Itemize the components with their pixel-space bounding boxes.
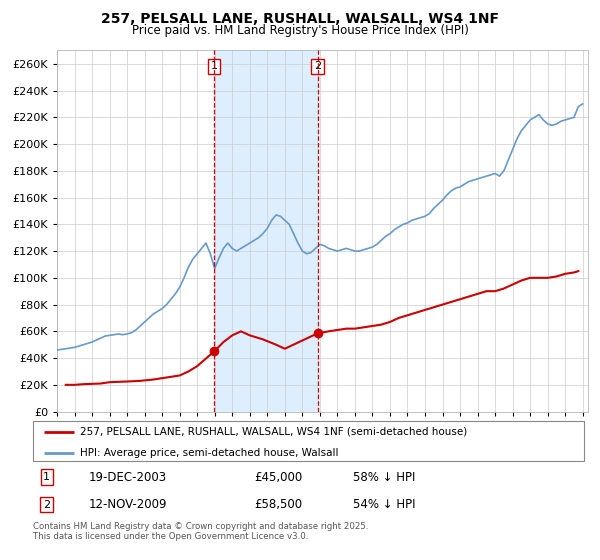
Text: 2: 2	[43, 500, 50, 510]
Text: 257, PELSALL LANE, RUSHALL, WALSALL, WS4 1NF: 257, PELSALL LANE, RUSHALL, WALSALL, WS4…	[101, 12, 499, 26]
Text: £45,000: £45,000	[254, 470, 302, 483]
Text: 1: 1	[43, 472, 50, 482]
Text: 2: 2	[314, 62, 321, 72]
Text: 19-DEC-2003: 19-DEC-2003	[88, 470, 166, 483]
Text: 12-NOV-2009: 12-NOV-2009	[88, 498, 167, 511]
Text: 54% ↓ HPI: 54% ↓ HPI	[353, 498, 416, 511]
Text: 1: 1	[211, 62, 218, 72]
Text: HPI: Average price, semi-detached house, Walsall: HPI: Average price, semi-detached house,…	[80, 448, 338, 458]
Text: 257, PELSALL LANE, RUSHALL, WALSALL, WS4 1NF (semi-detached house): 257, PELSALL LANE, RUSHALL, WALSALL, WS4…	[80, 427, 467, 437]
Text: 58% ↓ HPI: 58% ↓ HPI	[353, 470, 416, 483]
Text: Contains HM Land Registry data © Crown copyright and database right 2025.
This d: Contains HM Land Registry data © Crown c…	[33, 522, 368, 542]
Text: £58,500: £58,500	[254, 498, 302, 511]
FancyBboxPatch shape	[33, 421, 584, 461]
Text: Price paid vs. HM Land Registry's House Price Index (HPI): Price paid vs. HM Land Registry's House …	[131, 24, 469, 36]
Bar	[214, 50, 317, 412]
